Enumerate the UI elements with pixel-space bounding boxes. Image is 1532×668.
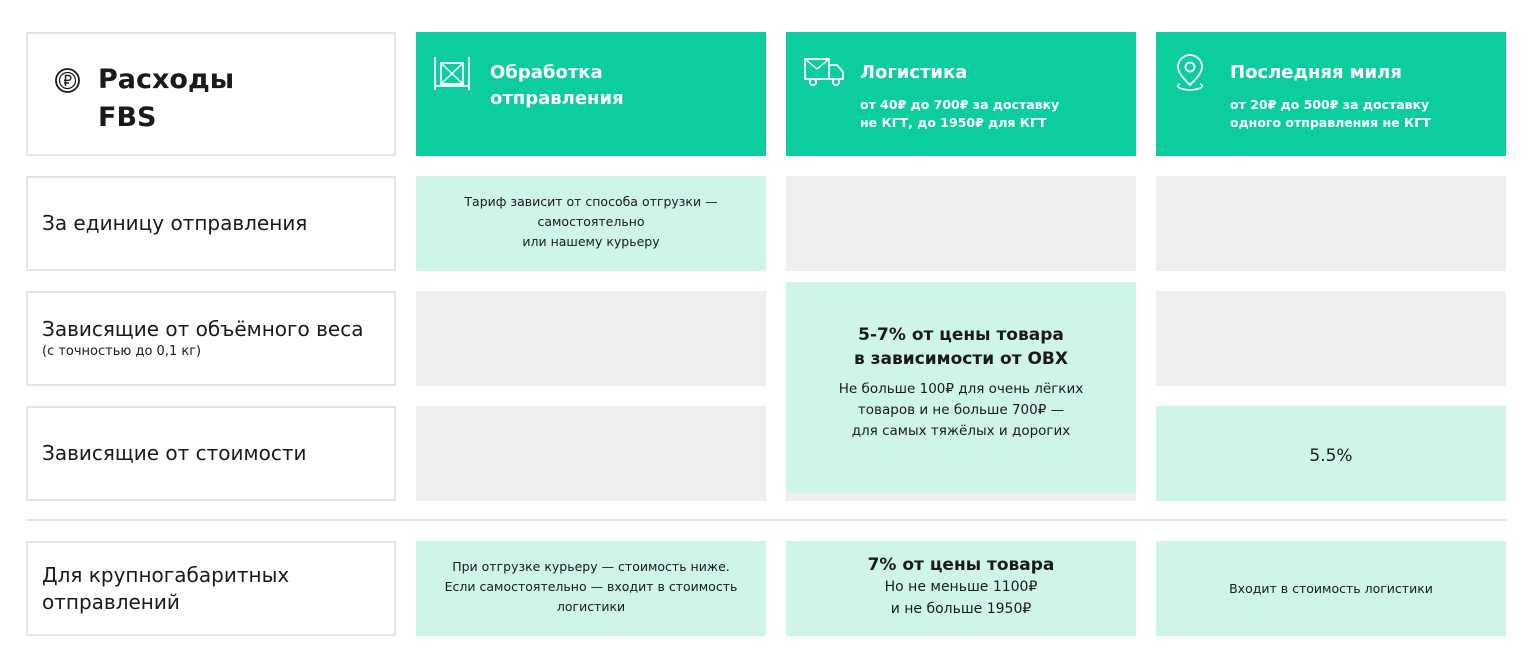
row-label-per-unit-text: За единицу отправления	[42, 211, 308, 235]
oversized-last-mile-text: Входит в стоимость логистики	[1229, 580, 1433, 596]
cell-volume-weight-last-mile	[1156, 291, 1506, 386]
column-header-logistics-subtitle: от 40₽ до 700₽ за доставку не КГТ, до 19…	[860, 96, 1059, 132]
cell-per-unit-processing: Тариф зависит от способа отгрузки — само…	[416, 176, 766, 271]
column-header-last-mile: Последняя миля от 20₽ до 500₽ за доставк…	[1156, 32, 1506, 156]
page-title-line1: Расходы	[98, 64, 235, 95]
row-label-cost-text: Зависящие от стоимости	[42, 441, 307, 465]
oversized-processing-line1: При отгрузке курьеру — стоимость ниже.	[452, 558, 730, 574]
row-label-oversized: Для крупногабаритных отправлений	[26, 541, 396, 636]
warehouse-box-icon	[434, 57, 470, 90]
row-label-oversized-line2: отправлений	[42, 589, 180, 614]
logistics-merged-note-line2: товаров и не больше 700₽ —	[857, 402, 1065, 418]
cell-oversized-last-mile: Входит в стоимость логистики	[1156, 541, 1506, 636]
oversized-processing-line3: логистики	[556, 598, 626, 614]
column-header-logistics: Логистика от 40₽ до 700₽ за доставку не …	[786, 32, 1136, 156]
cost-last-mile-value: 5.5%	[1309, 445, 1353, 466]
column-header-last-mile-subtitle: от 20₽ до 500₽ за доставку одного отправ…	[1230, 96, 1431, 132]
last-mile-subtitle-line2: одного отправления не КГТ	[1230, 115, 1431, 130]
row-label-per-unit: За единицу отправления	[26, 176, 396, 271]
cell-cost-last-mile: 5.5%	[1156, 406, 1506, 501]
column-header-last-mile-title: Последняя миля	[1230, 62, 1402, 83]
oversized-logistics-line1: Но не меньше 1100₽	[884, 578, 1038, 595]
row-label-oversized-line1: Для крупногабаритных	[42, 562, 290, 587]
per-unit-processing-line1: Тариф зависит от способа отгрузки —	[464, 193, 718, 209]
title-card: Расходы FBS	[26, 32, 396, 156]
logistics-merged-note-line1: Не больше 100₽ для очень лёгких	[838, 381, 1084, 397]
logistics-merged-headline-line2: в зависимости от ОВХ	[854, 349, 1068, 369]
row-label-volume-weight-subtext: (с точностью до 0,1 кг)	[42, 344, 202, 359]
cell-volume-weight-processing	[416, 291, 766, 386]
section-divider	[26, 519, 1506, 521]
processing-title-line2: отправления	[490, 88, 624, 109]
last-mile-subtitle-line1: от 20₽ до 500₽ за доставку	[1230, 97, 1430, 112]
per-unit-processing-line3: или нашему курьеру	[522, 233, 660, 249]
page-title-line2: FBS	[98, 102, 157, 133]
processing-title-line1: Обработка	[490, 62, 603, 83]
oversized-logistics-line2: и не больше 1950₽	[890, 600, 1032, 617]
row-label-cost: Зависящие от стоимости	[26, 406, 396, 501]
logistics-merged-note-line3: для самых тяжёлых и дорогих	[851, 423, 1071, 439]
logistics-subtitle-line1: от 40₽ до 700₽ за доставку	[860, 97, 1060, 112]
cell-oversized-logistics: 7% от цены товара Но не меньше 1100₽ и н…	[786, 541, 1136, 636]
ruble-circle-icon	[55, 68, 80, 93]
logistics-subtitle-line2: не КГТ, до 1950₽ для КГТ	[860, 115, 1047, 130]
cell-cost-processing	[416, 406, 766, 501]
column-header-processing: Обработка отправления	[416, 32, 766, 156]
logistics-merged-headline-line1: 5-7% от цены товара	[858, 325, 1064, 345]
column-header-logistics-title: Логистика	[860, 62, 968, 83]
cell-logistics-merged: 5-7% от цены товара в зависимости от ОВХ…	[786, 282, 1136, 493]
oversized-processing-line2: Если самостоятельно — входит в стоимость	[444, 578, 738, 594]
cell-per-unit-logistics	[786, 176, 1136, 271]
cell-oversized-processing: При отгрузке курьеру — стоимость ниже. Е…	[416, 541, 766, 636]
delivery-truck-icon	[804, 58, 844, 87]
per-unit-processing-line2: самостоятельно	[537, 213, 645, 229]
column-header-processing-title: Обработка отправления	[490, 60, 624, 112]
page-title: Расходы FBS	[98, 61, 234, 137]
row-label-volume-weight: Зависящие от объёмного веса (с точностью…	[26, 291, 396, 386]
location-pin-icon	[1176, 54, 1204, 91]
row-label-volume-weight-text: Зависящие от объёмного веса	[42, 317, 364, 341]
cell-per-unit-last-mile	[1156, 176, 1506, 271]
oversized-logistics-headline: 7% от цены товара	[867, 554, 1055, 575]
